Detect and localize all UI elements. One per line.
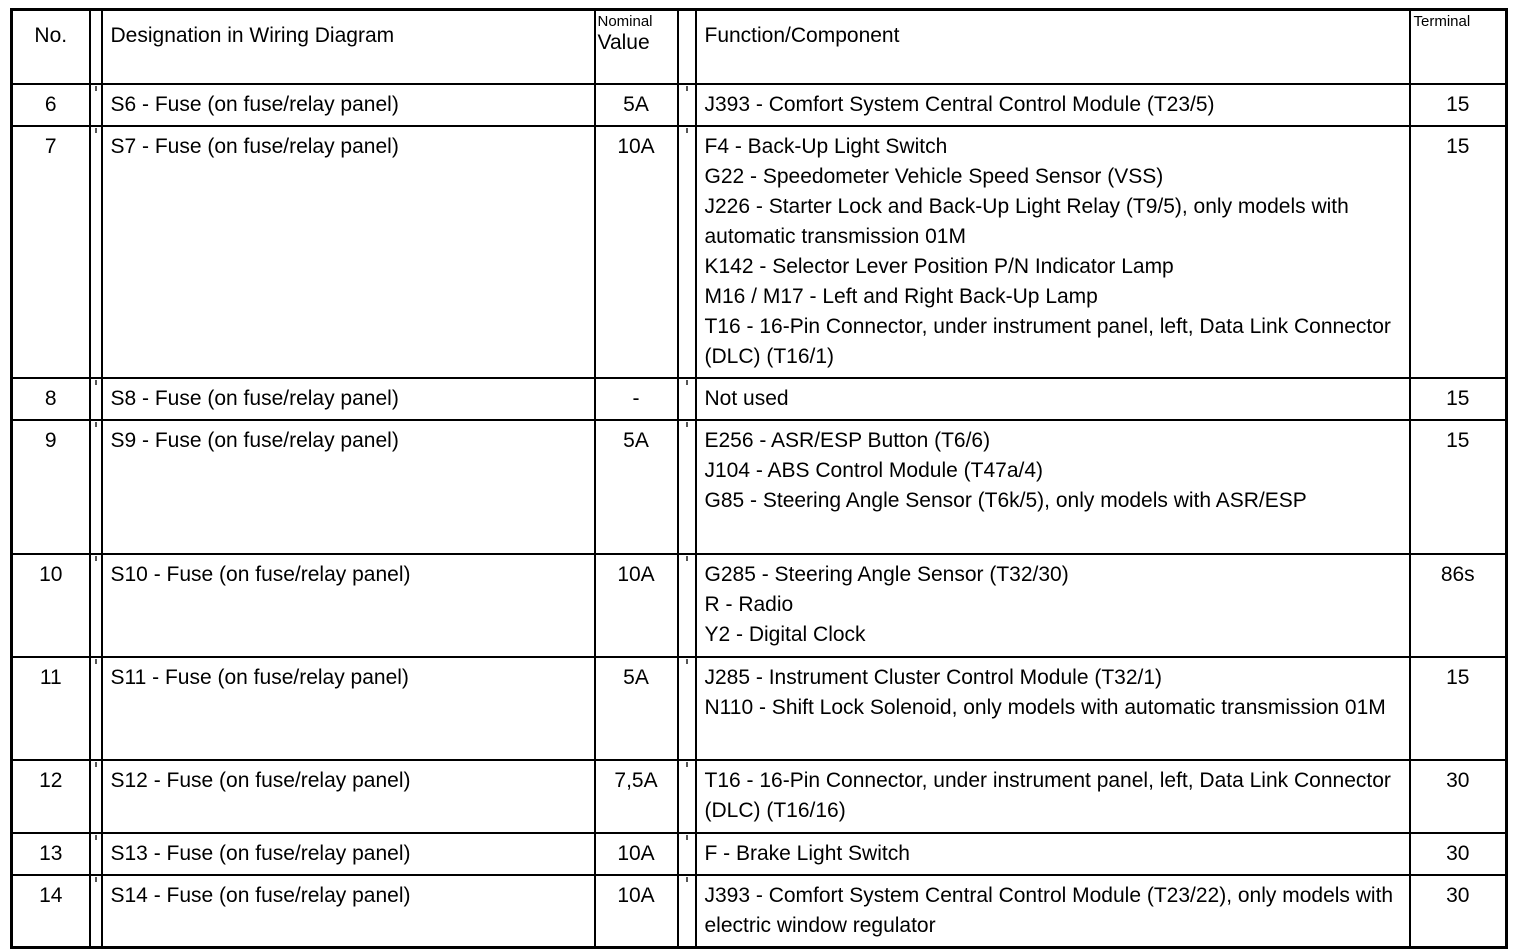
- spacer-cell: [88, 552, 103, 658]
- fuse-number: 14: [10, 873, 91, 948]
- table-header-row: No. Designation in Wiring Diagram Nomina…: [10, 8, 1508, 85]
- fuse-number: 9: [10, 418, 91, 555]
- function-component: J393 - Comfort System Central Control Mo…: [694, 82, 1411, 127]
- spacer-cell: [88, 758, 103, 834]
- spacer-cell: [88, 873, 103, 948]
- function-component: Not used: [694, 376, 1411, 421]
- fuse-number: 10: [10, 552, 91, 658]
- fuse-designation: S12 - Fuse (on fuse/relay panel): [100, 758, 596, 834]
- nominal-value: 5A: [593, 418, 679, 555]
- fuse-number: 8: [10, 376, 91, 421]
- spacer-header-cell: [88, 8, 103, 85]
- spacer-cell: [88, 655, 103, 761]
- spacer-cell: [88, 418, 103, 555]
- spacer-cell: [676, 418, 697, 555]
- spacer-cell: [676, 831, 697, 876]
- fuse-designation: S14 - Fuse (on fuse/relay panel): [100, 873, 596, 948]
- spacer-cell: [88, 831, 103, 876]
- nominal-value: 7,5A: [593, 758, 679, 834]
- fuse-number: 13: [10, 831, 91, 876]
- col-header-terminal: Terminal: [1408, 8, 1508, 85]
- nominal-value: 10A: [593, 831, 679, 876]
- nominal-value: 5A: [593, 655, 679, 761]
- table-row: 6 S6 - Fuse (on fuse/relay panel) 5A J39…: [10, 82, 1508, 127]
- function-component: J285 - Instrument Cluster Control Module…: [694, 655, 1411, 761]
- nominal-value: -: [593, 376, 679, 421]
- table-row: 10 S10 - Fuse (on fuse/relay panel) 10A …: [10, 552, 1508, 658]
- nominal-value: 10A: [593, 873, 679, 948]
- terminal-value: 86s: [1408, 552, 1508, 658]
- fuse-designation: S9 - Fuse (on fuse/relay panel): [100, 418, 596, 555]
- table-row: 14 S14 - Fuse (on fuse/relay panel) 10A …: [10, 873, 1508, 948]
- table-row: 12 S12 - Fuse (on fuse/relay panel) 7,5A…: [10, 758, 1508, 834]
- terminal-value: 15: [1408, 376, 1508, 421]
- terminal-value: 15: [1408, 82, 1508, 127]
- spacer-cell: [676, 655, 697, 761]
- spacer-cell: [88, 376, 103, 421]
- table-row: 11 S11 - Fuse (on fuse/relay panel) 5A J…: [10, 655, 1508, 761]
- fuse-designation: S8 - Fuse (on fuse/relay panel): [100, 376, 596, 421]
- function-component: F - Brake Light Switch: [694, 831, 1411, 876]
- fuse-number: 7: [10, 124, 91, 379]
- spacer-cell: [676, 376, 697, 421]
- table-row: 9 S9 - Fuse (on fuse/relay panel) 5A E25…: [10, 418, 1508, 555]
- function-component: T16 - 16-Pin Connector, under instrument…: [694, 758, 1411, 834]
- col-header-nominal-label: Nominal: [597, 13, 653, 30]
- table-row: 7 S7 - Fuse (on fuse/relay panel) 10A F4…: [10, 124, 1508, 379]
- fuse-number: 6: [10, 82, 91, 127]
- fuse-table: No. Designation in Wiring Diagram Nomina…: [10, 8, 1508, 949]
- fuse-number: 12: [10, 758, 91, 834]
- col-header-function: Function/Component: [694, 8, 1411, 85]
- spacer-cell: [676, 124, 697, 379]
- fuse-designation: S13 - Fuse (on fuse/relay panel): [100, 831, 596, 876]
- spacer-cell: [88, 124, 103, 379]
- col-header-no: No.: [10, 8, 91, 85]
- fuse-designation: S7 - Fuse (on fuse/relay panel): [100, 124, 596, 379]
- spacer-cell: [676, 552, 697, 658]
- nominal-value: 10A: [593, 552, 679, 658]
- spacer-cell: [676, 873, 697, 948]
- function-component: G285 - Steering Angle Sensor (T32/30) R …: [694, 552, 1411, 658]
- spacer-cell: [88, 82, 103, 127]
- col-header-value-label: Value: [597, 31, 650, 54]
- nominal-value: 10A: [593, 124, 679, 379]
- terminal-value: 30: [1408, 831, 1508, 876]
- function-component: E256 - ASR/ESP Button (T6/6) J104 - ABS …: [694, 418, 1411, 555]
- terminal-value: 30: [1408, 758, 1508, 834]
- col-header-nominal-value: Nominal Value: [593, 8, 679, 85]
- fuse-designation: S6 - Fuse (on fuse/relay panel): [100, 82, 596, 127]
- fuse-designation: S10 - Fuse (on fuse/relay panel): [100, 552, 596, 658]
- table-row: 13 S13 - Fuse (on fuse/relay panel) 10A …: [10, 831, 1508, 876]
- function-component: J393 - Comfort System Central Control Mo…: [694, 873, 1411, 948]
- terminal-value: 15: [1408, 124, 1508, 379]
- terminal-value: 15: [1408, 418, 1508, 555]
- spacer-header-cell: [676, 8, 697, 85]
- table-row: 8 S8 - Fuse (on fuse/relay panel) - Not …: [10, 376, 1508, 421]
- col-header-designation: Designation in Wiring Diagram: [100, 8, 596, 85]
- spacer-cell: [676, 758, 697, 834]
- nominal-value: 5A: [593, 82, 679, 127]
- terminal-value: 15: [1408, 655, 1508, 761]
- terminal-value: 30: [1408, 873, 1508, 948]
- function-component: F4 - Back-Up Light Switch G22 - Speedome…: [694, 124, 1411, 379]
- spacer-cell: [676, 82, 697, 127]
- fuse-designation: S11 - Fuse (on fuse/relay panel): [100, 655, 596, 761]
- fuse-number: 11: [10, 655, 91, 761]
